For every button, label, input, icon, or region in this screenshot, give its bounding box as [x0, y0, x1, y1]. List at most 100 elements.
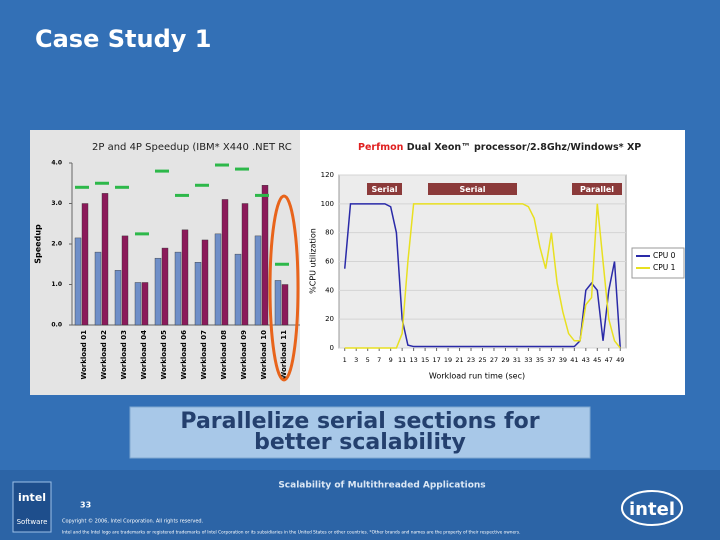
- logo-right-ring: [621, 490, 683, 526]
- x-tick-label: 19: [444, 356, 452, 364]
- x-tick-label: 39: [559, 356, 567, 364]
- bar: [134, 282, 142, 326]
- bar: [81, 203, 89, 326]
- x-tick-label: 41: [570, 356, 578, 364]
- bar: [241, 203, 249, 326]
- highlight-ellipse: [268, 194, 300, 382]
- y-tick-label: 40: [325, 286, 334, 294]
- x-tick-label: Workload 06: [180, 330, 188, 380]
- x-tick-label: 43: [582, 356, 590, 364]
- annotation: Serial: [371, 185, 397, 194]
- legend-label: CPU 0: [653, 251, 676, 260]
- bar: [181, 229, 189, 326]
- marker-dash: [235, 167, 249, 171]
- x-tick-label: 5: [366, 356, 370, 364]
- y-tick-label: 0.0: [51, 322, 62, 329]
- y-tick-label: 120: [321, 171, 334, 179]
- y-tick-label: 3.0: [51, 200, 62, 207]
- y-axis-label: %CPU utilization: [309, 228, 318, 294]
- y-tick-label: 60: [325, 258, 334, 266]
- marker-dash: [155, 169, 169, 173]
- y-tick-label: 4.0: [51, 160, 62, 167]
- x-tick-label: 27: [490, 356, 498, 364]
- chart-title: 2P and 4P Speedup (IBM* X440 .NET RC: [92, 142, 292, 153]
- marker-dash: [215, 163, 229, 167]
- bar: [214, 233, 222, 326]
- x-tick-label: 13: [409, 356, 417, 364]
- x-tick-label: 21: [455, 356, 463, 364]
- bar: [94, 251, 102, 326]
- page-number: 33: [80, 501, 91, 510]
- x-tick-label: Workload 07: [200, 330, 208, 380]
- caption: Parallelize serial sections for: [180, 409, 539, 434]
- line-series: [344, 203, 621, 349]
- x-tick-label: 23: [467, 356, 475, 364]
- y-tick-label: 80: [325, 229, 334, 237]
- x-tick-label: Workload 11: [280, 330, 288, 380]
- chart-title: Perfmon Dual Xeon™ processor/2.8Ghz/Wind…: [358, 142, 641, 153]
- bar: [221, 199, 229, 326]
- y-tick-label: 2.0: [51, 241, 62, 248]
- title-part: Dual Xeon™ processor/2.8Ghz/Windows* XP: [403, 142, 641, 153]
- line-chart: Perfmon Dual Xeon™ processor/2.8Ghz/Wind…: [309, 142, 685, 381]
- logo-left-sub: Software: [17, 518, 48, 526]
- x-tick-label: 35: [536, 356, 544, 364]
- x-tick-label: 7: [377, 356, 381, 364]
- bar: [74, 237, 82, 326]
- caption: better scalability: [254, 430, 466, 455]
- marker-dash: [95, 181, 109, 185]
- x-axis-label: Workload run time (sec): [429, 372, 525, 381]
- marker-dash: [175, 193, 189, 197]
- bar: [174, 251, 182, 326]
- footer-title: Scalability of Multithreaded Application…: [278, 481, 485, 491]
- logo-left-text: intel: [18, 491, 46, 504]
- x-tick-label: 49: [616, 356, 624, 364]
- marker-dash: [275, 262, 289, 266]
- bar-chart: 2P and 4P Speedup (IBM* X440 .NET RC Spee…: [34, 142, 300, 380]
- x-tick-label: 33: [524, 356, 532, 364]
- bar: [281, 284, 289, 326]
- y-tick-label: 1.0: [51, 281, 62, 288]
- annotation-box: [428, 183, 517, 195]
- y-tick-label: 0: [330, 344, 334, 352]
- x-tick-label: 15: [421, 356, 429, 364]
- line-series: [343, 203, 622, 349]
- bar: [154, 257, 162, 326]
- x-tick-label: 1: [343, 356, 347, 364]
- bar: [161, 247, 169, 326]
- x-tick-label: Workload 10: [260, 330, 268, 380]
- bar: [261, 185, 269, 326]
- bar: [201, 239, 209, 326]
- x-tick-label: 11: [398, 356, 406, 364]
- copyright: Copyright © 2006, Intel Corporation. All…: [62, 518, 204, 525]
- x-tick-label: Workload 03: [120, 330, 128, 380]
- bar: [141, 282, 149, 326]
- x-tick-label: 29: [501, 356, 509, 364]
- title-part: Perfmon: [358, 142, 404, 153]
- x-tick-label: Workload 09: [240, 330, 248, 380]
- y-tick-label: 20: [325, 315, 334, 323]
- footer-band: [0, 470, 720, 540]
- x-tick-label: 25: [478, 356, 486, 364]
- bar: [234, 253, 242, 326]
- annotation: Parallel: [580, 185, 614, 194]
- bar: [101, 193, 109, 326]
- bar: [254, 235, 262, 326]
- x-tick-label: 3: [354, 356, 358, 364]
- y-axis-label: Speedup: [34, 224, 43, 264]
- x-tick-label: Workload 01: [80, 330, 88, 380]
- x-tick-label: Workload 02: [100, 330, 108, 380]
- marker-dash: [135, 232, 149, 236]
- logo-right: intel: [629, 499, 675, 520]
- x-tick-label: Workload 04: [140, 330, 148, 380]
- x-tick-label: 45: [593, 356, 601, 364]
- annotation: Serial: [459, 185, 485, 194]
- marker-dash: [195, 183, 209, 187]
- x-tick-label: 9: [389, 356, 393, 364]
- annotation-box: [572, 183, 622, 195]
- y-tick-label: 100: [321, 200, 334, 208]
- annotation-box: [367, 183, 402, 195]
- x-tick-label: 31: [513, 356, 521, 364]
- caption-box: [129, 406, 591, 459]
